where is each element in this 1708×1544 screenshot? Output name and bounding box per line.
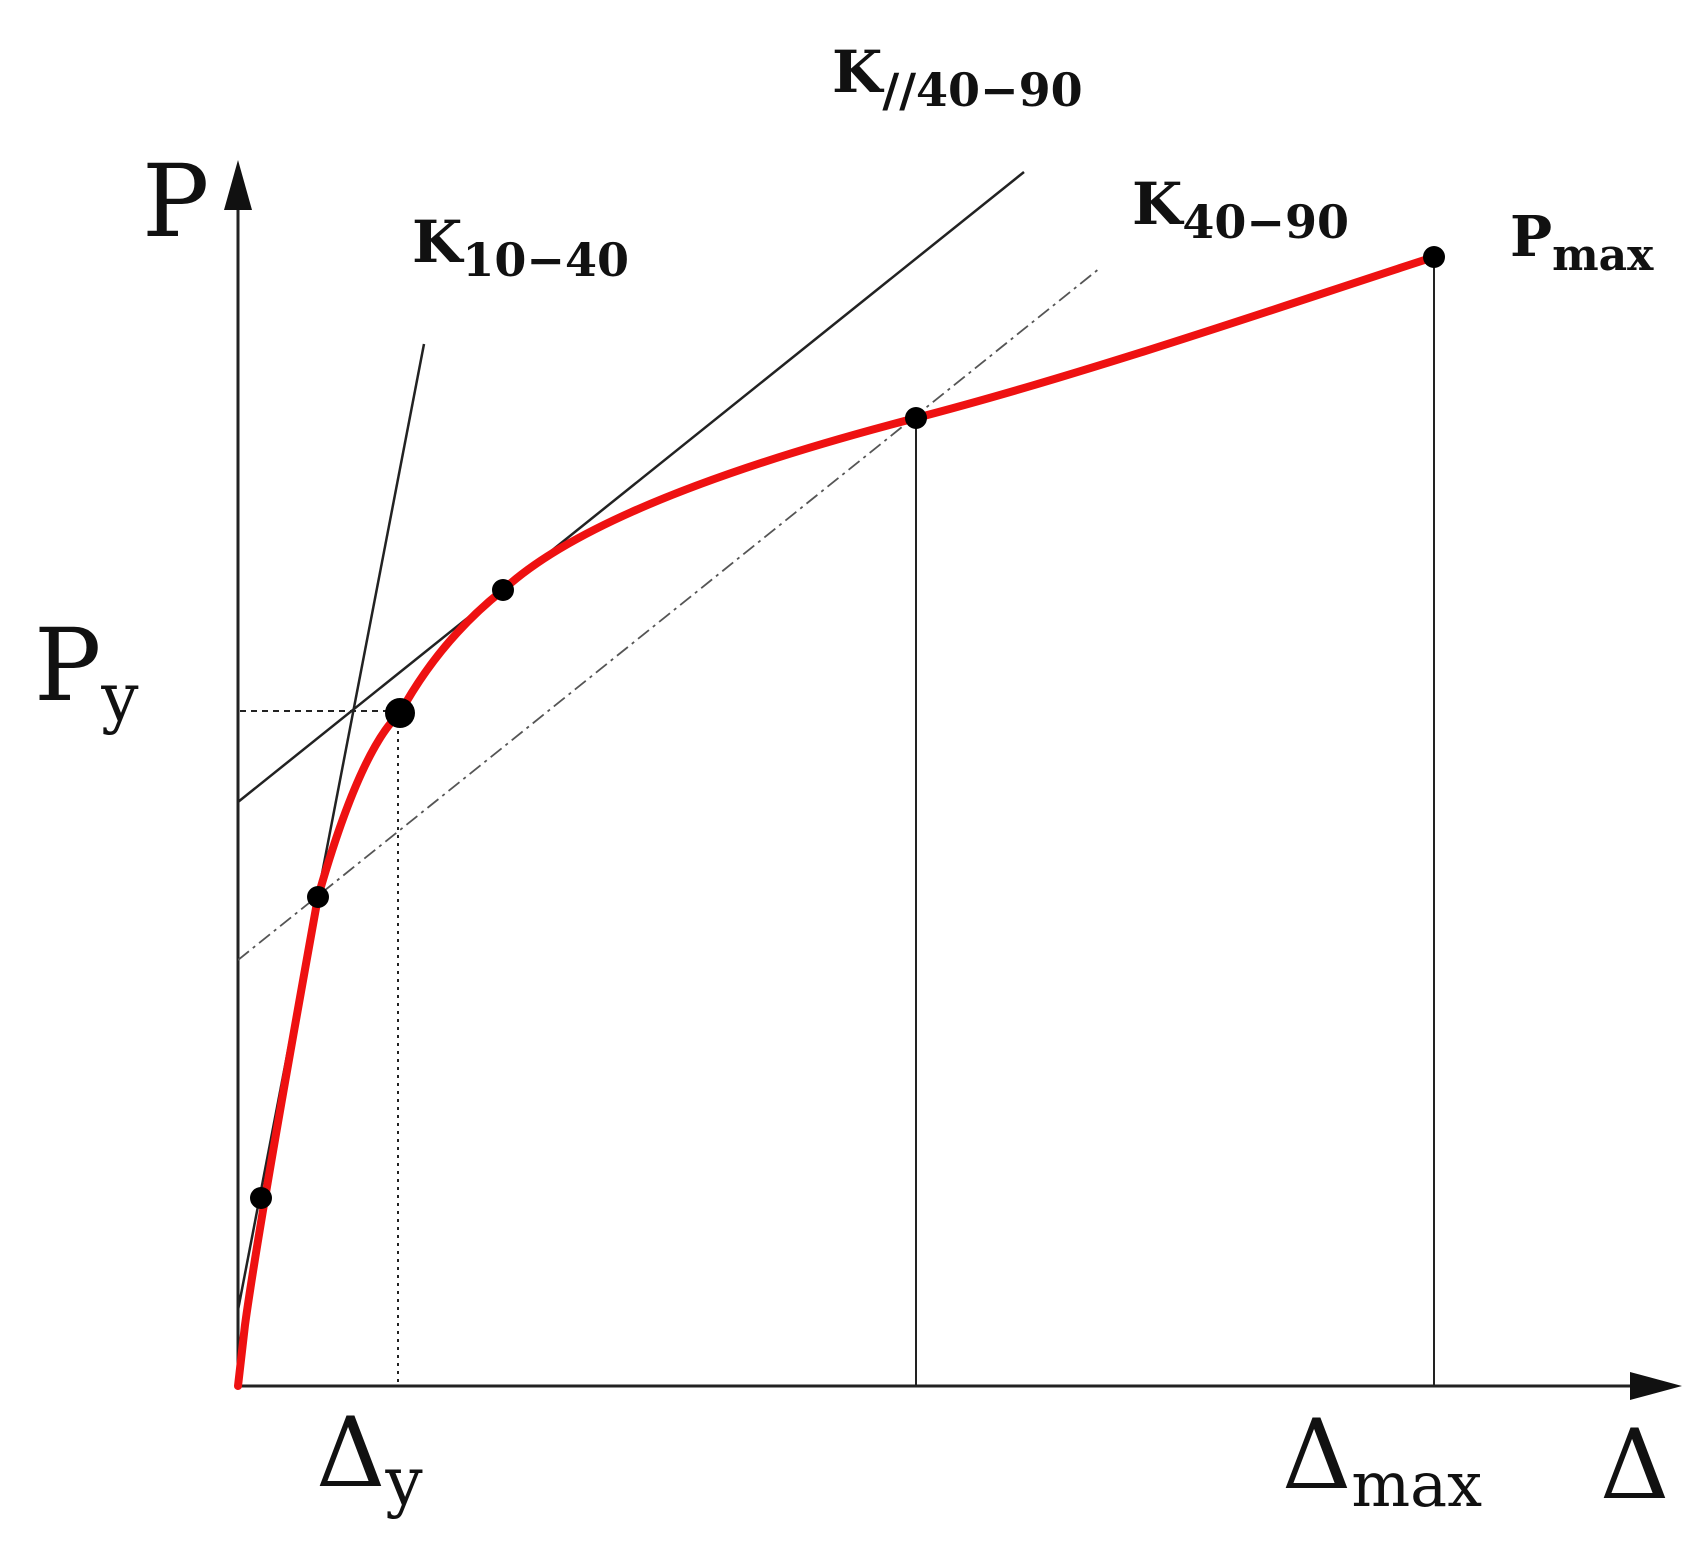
k-parallel-40-90-main: K — [832, 38, 885, 106]
p-yield-label: Py — [34, 607, 139, 736]
k-40-90-sub: 40−90 — [1182, 195, 1349, 249]
k-10-40-sub: 10−40 — [462, 233, 629, 287]
point-90-percent — [905, 407, 927, 429]
k-parallel-40-90-label: K//40−90 — [832, 38, 1083, 117]
load-displacement-curve — [234, 253, 1438, 1390]
max-load-point — [1423, 246, 1445, 268]
delta-yield-main: Δ — [316, 1397, 385, 1509]
k-10-40-line — [238, 343, 426, 1311]
delta-axis-label: Δ — [1600, 1409, 1669, 1521]
p-max-sub: max — [1552, 230, 1654, 281]
delta-yield-label: Δy — [316, 1397, 423, 1520]
p-axis-label: P — [142, 143, 209, 260]
p-max-main: P — [1510, 204, 1552, 270]
p-max-label: Pmax — [1510, 204, 1654, 281]
yield-point — [385, 698, 415, 728]
k-40-90-label: K40−90 — [1132, 170, 1349, 249]
delta-max-label: Δmax — [1282, 1399, 1482, 1521]
point-10-percent — [250, 1187, 272, 1209]
k-parallel-40-90-line — [238, 171, 1025, 803]
delta-axis-arrowhead — [1630, 1372, 1682, 1400]
delta-max-sub: max — [1351, 1448, 1482, 1521]
p-yield-main: P — [34, 607, 101, 724]
delta-yield-sub: y — [384, 1443, 423, 1520]
point-tangent — [492, 579, 514, 601]
k-10-40-main: K — [412, 208, 465, 276]
k-40-90-secant-line — [238, 267, 1101, 961]
k-40-90-main: K — [1132, 170, 1185, 238]
k-10-40-label: K10−40 — [412, 208, 629, 287]
p-axis-arrowhead — [224, 160, 252, 210]
point-40-percent — [307, 886, 329, 908]
delta-max-main: Δ — [1282, 1399, 1351, 1511]
p-yield-sub: y — [100, 659, 139, 736]
k-parallel-40-90-sub: //40−90 — [882, 63, 1082, 117]
